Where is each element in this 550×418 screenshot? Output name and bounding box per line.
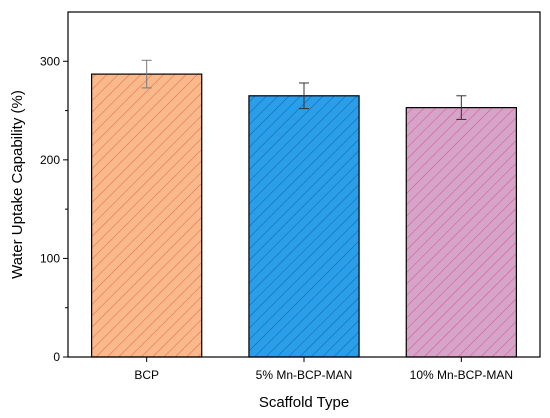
error-bar-1 [141, 59, 152, 89]
y-axis: 0 100 200 300 [40, 54, 68, 364]
y-tick-label-4: 300 [40, 54, 60, 68]
error-bar-2 [299, 82, 309, 110]
bar-3 [405, 107, 517, 358]
y-tick-label-2: 100 [40, 251, 60, 265]
y-tick-label-1: 0 [53, 350, 60, 364]
x-axis: BCP 5% Mn-BCP-MAN 10% Mn-BCP-MAN [134, 357, 513, 382]
y-axis-title: Water Uptake Capability (%) [9, 90, 26, 279]
error-bars-group [141, 59, 467, 120]
x-tick-label-2: 5% Mn-BCP-MAN [256, 368, 353, 382]
x-axis-title: Scaffold Type [259, 394, 349, 411]
x-tick-label-3: 10% Mn-BCP-MAN [410, 368, 513, 382]
error-bar-3 [456, 95, 467, 120]
x-tick-label-1: BCP [134, 368, 159, 382]
bar-2 [248, 95, 360, 358]
bar-1 [90, 73, 203, 358]
bars-group [90, 73, 517, 358]
y-tick-label-3: 200 [40, 153, 60, 167]
